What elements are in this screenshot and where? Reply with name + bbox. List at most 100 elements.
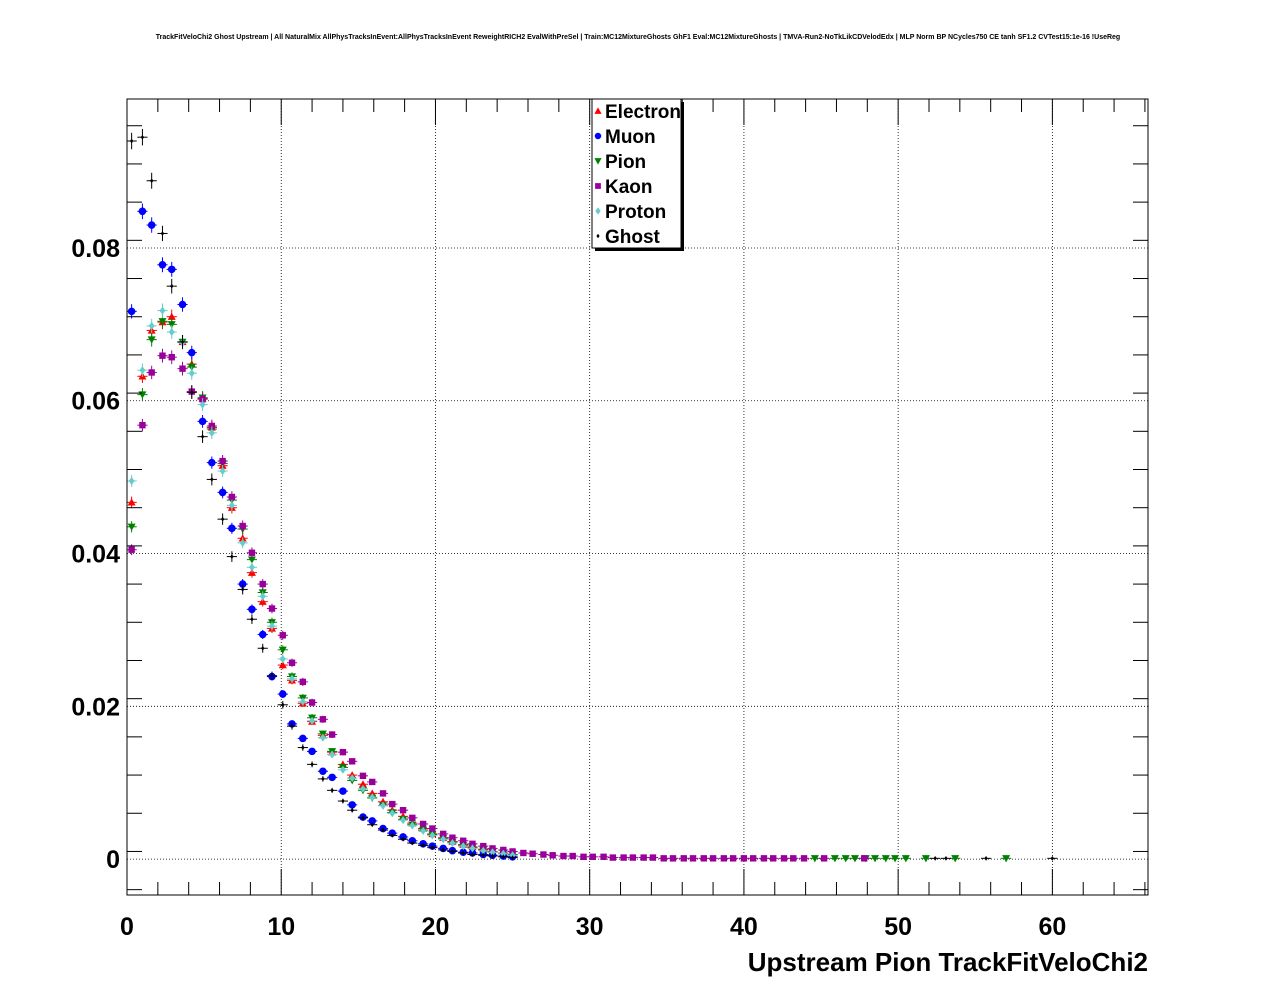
data-point bbox=[147, 221, 156, 229]
y-tick-label: 0.06 bbox=[71, 388, 120, 416]
legend-marker-ghost bbox=[596, 233, 600, 239]
legend-label-kaon: Kaon bbox=[605, 177, 653, 198]
data-point bbox=[168, 327, 175, 336]
legend-marker-pion bbox=[594, 158, 602, 165]
axis-ticks bbox=[126, 99, 1148, 895]
data-point bbox=[689, 855, 697, 862]
data-point bbox=[239, 522, 246, 530]
data-point bbox=[139, 421, 146, 429]
data-point bbox=[510, 855, 515, 860]
data-point bbox=[170, 283, 174, 289]
data-point bbox=[740, 855, 748, 862]
data-point bbox=[449, 834, 456, 841]
data-point bbox=[147, 336, 156, 344]
data-point bbox=[421, 842, 425, 848]
data-point bbox=[129, 138, 134, 144]
data-point bbox=[440, 835, 447, 844]
data-point bbox=[379, 790, 387, 797]
data-point bbox=[198, 417, 207, 426]
legend-marker-kaon bbox=[595, 183, 601, 189]
data-point bbox=[390, 833, 394, 838]
data-point bbox=[429, 825, 436, 832]
data-point bbox=[409, 814, 416, 822]
x-axis-title: Upstream Pion TrackFitVeloChi2 bbox=[748, 947, 1148, 977]
data-point bbox=[348, 801, 356, 809]
data-point bbox=[208, 458, 216, 467]
data-point bbox=[501, 854, 506, 860]
data-point bbox=[278, 661, 287, 669]
data-point bbox=[248, 605, 256, 614]
data-point bbox=[268, 622, 275, 631]
data-point bbox=[167, 312, 176, 320]
data-point bbox=[159, 352, 166, 359]
data-point bbox=[369, 778, 376, 786]
data-point bbox=[138, 207, 147, 216]
data-point bbox=[1002, 855, 1011, 863]
data-point bbox=[179, 365, 186, 372]
data-point bbox=[569, 852, 576, 860]
data-point bbox=[278, 690, 287, 698]
series-proton bbox=[126, 303, 518, 860]
data-point bbox=[248, 549, 256, 556]
legend-box bbox=[591, 98, 682, 249]
data-point bbox=[149, 178, 154, 184]
data-point bbox=[228, 524, 236, 533]
data-point bbox=[901, 855, 910, 863]
data-point bbox=[258, 630, 267, 639]
legend-label-electron: Electron bbox=[605, 102, 681, 123]
data-point bbox=[520, 849, 527, 857]
series-electron bbox=[126, 309, 518, 858]
data-point bbox=[321, 776, 325, 782]
data-point bbox=[933, 855, 937, 861]
data-point bbox=[139, 366, 146, 375]
data-point bbox=[329, 750, 336, 759]
data-point bbox=[187, 348, 196, 357]
data-point bbox=[420, 826, 427, 835]
data-point bbox=[729, 855, 737, 862]
data-point bbox=[409, 821, 416, 830]
data-point bbox=[200, 434, 205, 440]
data-point bbox=[128, 546, 135, 553]
data-point bbox=[220, 516, 225, 522]
data-point bbox=[128, 476, 135, 485]
data-point bbox=[369, 793, 376, 802]
data-point bbox=[349, 774, 356, 783]
data-point bbox=[228, 493, 236, 501]
data-point bbox=[167, 265, 176, 274]
data-point bbox=[210, 477, 214, 482]
legend-marker-electron bbox=[594, 107, 602, 114]
data-point bbox=[308, 699, 316, 706]
data-point bbox=[350, 807, 354, 813]
data-point bbox=[348, 758, 356, 765]
data-point bbox=[450, 849, 455, 854]
data-point bbox=[410, 840, 415, 846]
data-point bbox=[780, 855, 788, 862]
data-point bbox=[790, 855, 797, 862]
data-point bbox=[159, 306, 166, 315]
data-point bbox=[620, 854, 627, 861]
x-tick-label: 30 bbox=[576, 913, 604, 941]
data-point bbox=[279, 632, 286, 639]
data-point bbox=[358, 780, 367, 788]
data-point bbox=[429, 831, 436, 840]
data-point bbox=[609, 854, 617, 861]
data-point bbox=[158, 318, 167, 326]
series-ghost bbox=[126, 128, 1058, 861]
data-point bbox=[238, 580, 247, 588]
data-point bbox=[228, 501, 235, 510]
data-point bbox=[660, 855, 667, 862]
data-point bbox=[480, 846, 487, 855]
data-point bbox=[830, 855, 839, 863]
x-tick-label: 60 bbox=[1038, 913, 1066, 941]
data-point bbox=[309, 716, 316, 725]
legend: Electron Muon Pion Kaon Proton Ghost bbox=[591, 98, 684, 251]
data-point bbox=[461, 850, 465, 856]
data-point bbox=[560, 852, 567, 860]
data-point bbox=[770, 855, 777, 862]
data-point bbox=[127, 498, 136, 506]
data-point bbox=[278, 646, 287, 654]
data-point bbox=[460, 837, 467, 844]
data-point bbox=[481, 852, 485, 858]
data-point bbox=[361, 815, 365, 821]
data-point bbox=[127, 523, 136, 531]
